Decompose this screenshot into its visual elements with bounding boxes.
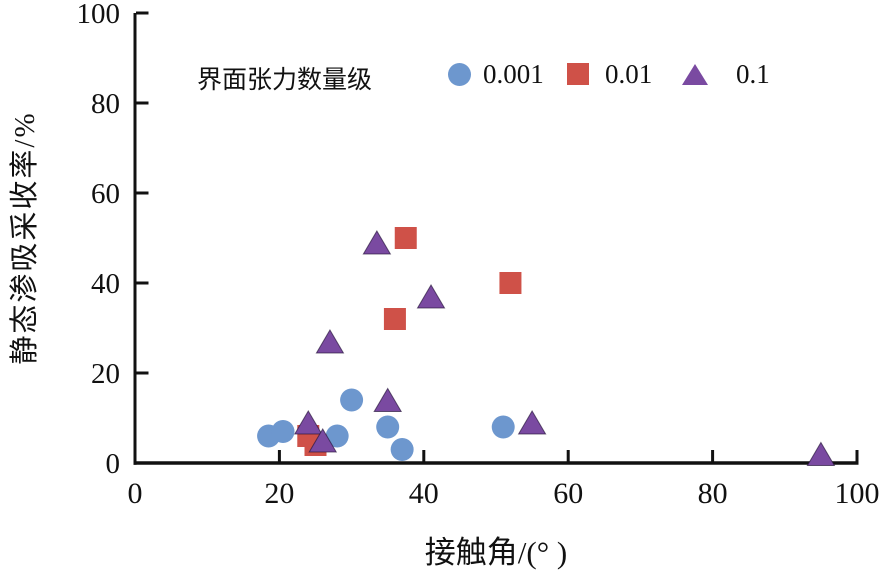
data-point-circle — [271, 420, 295, 443]
y-tick-label: 40 — [91, 268, 120, 300]
data-point-circle — [390, 438, 414, 461]
y-tick-label: 100 — [77, 0, 121, 30]
data-point-triangle — [315, 329, 345, 354]
legend-title: 界面张力数量级 — [197, 67, 373, 94]
circle-marker-icon — [448, 62, 471, 86]
data-point-square — [499, 272, 522, 294]
x-tick-label: 80 — [698, 477, 728, 510]
data-point-circle — [376, 415, 400, 439]
legend-item-0001: 0.001 — [448, 59, 544, 89]
data-point-triangle — [293, 410, 323, 435]
square-marker-icon — [567, 63, 589, 85]
legend-label-01: 0.1 — [736, 59, 770, 89]
data-point-square — [394, 227, 417, 249]
data-point-square — [383, 308, 406, 330]
data-point-triangle — [416, 284, 446, 309]
data-point-triangle — [517, 410, 547, 435]
legend-item-01: 0.1 — [682, 59, 770, 89]
y-axis-label: 静态渗吸采收率/% — [9, 111, 41, 365]
data-point-circle — [325, 424, 349, 448]
x-tick-label: 40 — [409, 477, 439, 510]
x-tick-label: 0 — [128, 477, 143, 510]
x-axis-label: 接触角/(° ) — [424, 535, 568, 570]
x-tick-label: 20 — [264, 477, 294, 510]
data-point-triangle — [308, 428, 338, 453]
data-point-triangle — [362, 230, 392, 255]
data-point-triangle — [373, 387, 403, 412]
legend: 界面张力数量级 0.001 0.01 0.1 — [0, 0, 889, 110]
x-tick-label: 100 — [835, 477, 880, 510]
y-tick-label: 60 — [91, 178, 120, 210]
y-tick-label: 80 — [91, 88, 120, 120]
data-point-circle — [491, 415, 515, 439]
legend-label-001: 0.01 — [605, 59, 653, 89]
y-tick-label: 0 — [106, 448, 121, 480]
data-point-triangle — [806, 441, 836, 466]
y-tick-label: 20 — [91, 358, 120, 390]
legend-item-001: 0.01 — [567, 59, 653, 89]
legend-label-0001: 0.001 — [483, 59, 544, 89]
x-tick-label: 60 — [553, 477, 583, 510]
data-point-circle — [340, 388, 364, 412]
triangle-marker-icon — [682, 63, 708, 85]
